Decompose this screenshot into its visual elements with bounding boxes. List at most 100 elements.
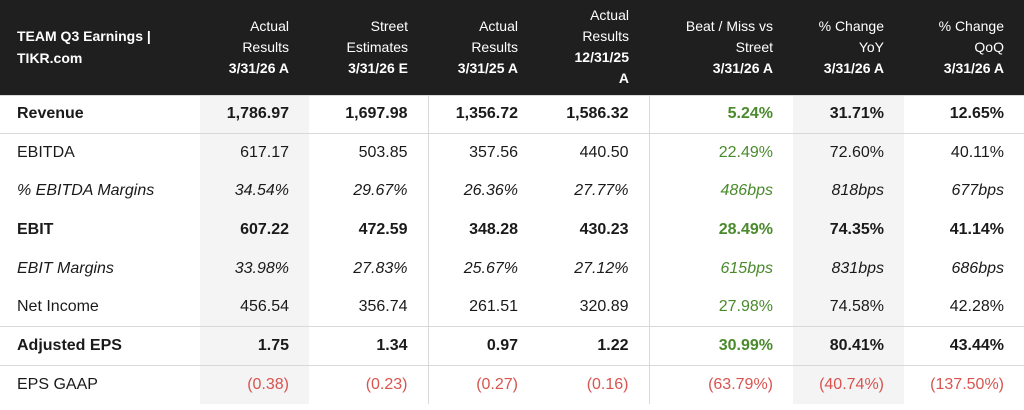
cell-prior-year: (0.27) [427, 364, 538, 404]
col-header-date: 3/31/26 E [348, 59, 408, 76]
col-header-actual-3-31-25: Actual Results 3/31/25 A [428, 0, 538, 95]
row-ebitda: EBITDA 617.17 503.85 357.56 440.50 22.49… [0, 133, 1024, 173]
cell-qoq: 686bps [951, 259, 1005, 277]
col-header-line: Estimates [346, 38, 408, 55]
row-eps-gaap: EPS GAAP (0.38) (0.23) (0.27) (0.16) (63… [0, 364, 1024, 404]
col-header-actual-3-31-26: Actual Results 3/31/26 A [200, 0, 309, 95]
table-header: TEAM Q3 Earnings | TIKR.com Actual Resul… [0, 0, 1024, 95]
cell-beat-miss: 5.24% [648, 94, 793, 134]
cell-beat-miss: 28.49% [648, 210, 793, 250]
row-ebit-margins: EBIT Margins 33.98% 27.83% 25.67% 27.12%… [0, 249, 1024, 288]
cell-beat-miss: 615bps [648, 249, 793, 288]
cell-yoy: 818bps [793, 172, 904, 211]
row-ebitda-margins: % EBITDA Margins 34.54% 29.67% 26.36% 27… [0, 172, 1024, 211]
cell-beat-miss: 30.99% [648, 326, 793, 366]
col-header-date: 3/31/26 A [712, 59, 773, 76]
col-header-line: Results [471, 38, 518, 55]
cell-yoy: 831bps [793, 249, 904, 288]
row-label: EBITDA [0, 133, 200, 173]
col-header-line: Results [242, 38, 289, 55]
cell-beat-miss: 27.98% [648, 287, 793, 327]
col-header-line: Beat / Miss vs [685, 17, 773, 34]
cell-actual: 1.75 [200, 326, 309, 366]
title-line-2: TIKR.com [17, 50, 83, 67]
cell-prior-year: 261.51 [427, 287, 538, 327]
row-label: Adjusted EPS [0, 326, 200, 366]
row-label: % EBITDA Margins [17, 182, 155, 200]
cell-actual: 607.22 [200, 210, 309, 250]
col-header-line: Results [582, 28, 629, 45]
cell-estimate: 472.59 [358, 221, 408, 239]
col-header-date: 3/31/26 A [823, 59, 884, 76]
row-label: EBIT [17, 221, 54, 239]
cell-estimate: 1,697.98 [309, 94, 428, 134]
cell-prior-year: 1,356.72 [427, 94, 538, 134]
cell-prior-year: 348.28 [427, 210, 538, 250]
cell-qoq: 40.11% [904, 133, 1024, 173]
row-ebit: EBIT 607.22 472.59 348.28 430.23 28.49% … [0, 210, 1024, 250]
table-body: Revenue 1,786.97 1,697.98 1,356.72 1,586… [0, 94, 1024, 404]
cell-estimate: 356.74 [358, 298, 408, 316]
col-header-change-qoq: % Change QoQ 3/31/26 A [904, 0, 1024, 95]
col-header-date: 3/31/26 A [228, 59, 289, 76]
col-header-line: Street [735, 38, 773, 55]
cell-qoq: 41.14% [949, 221, 1004, 239]
col-header-line: QoQ [974, 38, 1004, 55]
cell-estimate: 27.83% [353, 259, 408, 277]
row-label: EPS GAAP [0, 364, 200, 404]
cell-actual: 1,786.97 [200, 94, 309, 134]
col-header-line: % Change [818, 17, 884, 34]
cell-estimate: 503.85 [309, 133, 428, 173]
cell-actual: 33.98% [200, 249, 309, 288]
cell-yoy: (40.74%) [793, 364, 904, 404]
cell-beat-miss: 22.49% [648, 133, 793, 173]
col-header-line: Actual [590, 7, 629, 24]
cell-prior-quarter: 1.22 [538, 326, 649, 366]
col-header-change-yoy: % Change YoY 3/31/26 A [793, 0, 904, 95]
col-header-street-estimates: Street Estimates 3/31/26 E [309, 0, 428, 95]
cell-prior-quarter: (0.16) [538, 364, 649, 404]
cell-qoq: 677bps [951, 182, 1005, 200]
cell-actual: 456.54 [200, 287, 309, 327]
cell-prior-year: 0.97 [427, 326, 538, 366]
cell-beat-miss: (63.79%) [648, 364, 793, 404]
cell-prior-year: 25.67% [427, 249, 538, 288]
cell-prior-quarter: 27.12% [574, 259, 629, 277]
cell-actual: 617.17 [200, 133, 309, 173]
cell-qoq: 43.44% [904, 326, 1024, 366]
cell-prior-year: 357.56 [427, 133, 538, 173]
col-header-line: Actual [479, 17, 518, 34]
cell-yoy: 72.60% [793, 133, 904, 173]
cell-actual: (0.38) [200, 364, 309, 404]
row-net-income: Net Income 456.54 356.74 261.51 320.89 2… [0, 287, 1024, 327]
cell-qoq: 12.65% [904, 94, 1024, 134]
cell-yoy: 80.41% [793, 326, 904, 366]
cell-prior-quarter: 320.89 [579, 298, 629, 316]
col-header-date: 3/31/25 A [457, 59, 518, 76]
cell-yoy: 74.58% [793, 287, 904, 327]
cell-qoq: 42.28% [949, 298, 1004, 316]
cell-prior-quarter: 430.23 [579, 221, 629, 239]
row-label: Revenue [0, 94, 200, 134]
cell-prior-quarter: 440.50 [538, 133, 649, 173]
row-adjusted-eps: Adjusted EPS 1.75 1.34 0.97 1.22 30.99% … [0, 326, 1024, 366]
col-header-line: % Change [938, 17, 1004, 34]
row-label: Net Income [17, 298, 99, 316]
cell-estimate: 29.67% [353, 182, 408, 200]
cell-beat-miss: 486bps [648, 172, 793, 211]
row-revenue: Revenue 1,786.97 1,697.98 1,356.72 1,586… [0, 94, 1024, 134]
col-header-line: Actual [250, 17, 289, 34]
col-header-line: Street [370, 17, 408, 34]
title-line-1: TEAM Q3 Earnings | [17, 28, 151, 45]
cell-qoq: (137.50%) [904, 364, 1024, 404]
header-row: TEAM Q3 Earnings | TIKR.com Actual Resul… [0, 0, 1024, 95]
cell-prior-quarter: 1,586.32 [538, 94, 649, 134]
cell-actual: 34.54% [200, 172, 309, 211]
cell-yoy: 31.71% [793, 94, 904, 134]
table-title: TEAM Q3 Earnings | TIKR.com [0, 0, 200, 95]
cell-estimate: (0.23) [309, 364, 428, 404]
col-header-actual-12-31-25: Actual Results 12/31/25 A [538, 0, 649, 95]
cell-prior-year: 26.36% [427, 172, 538, 211]
row-label: EBIT Margins [17, 259, 114, 277]
